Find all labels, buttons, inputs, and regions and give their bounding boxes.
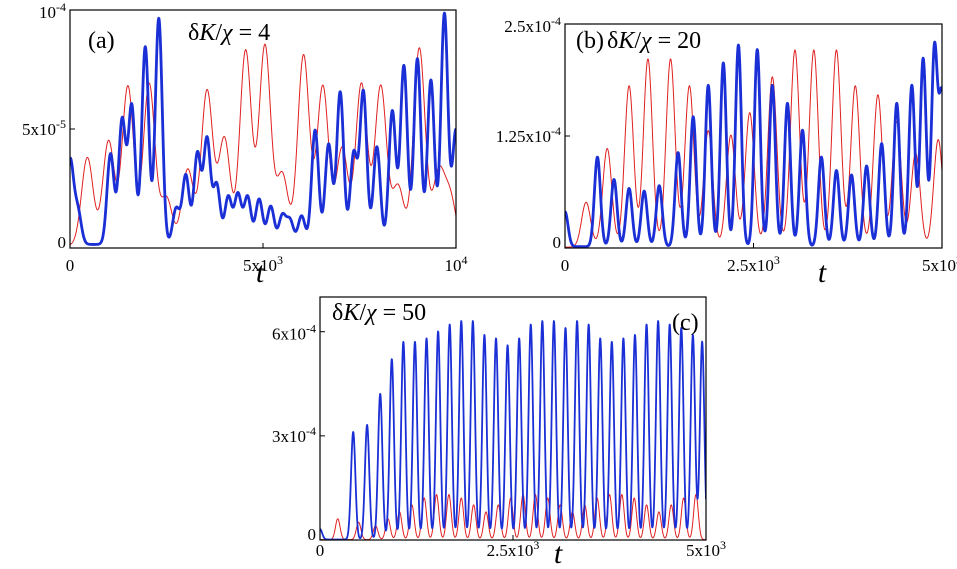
panel-c-annotation-prefix: δ (332, 300, 343, 326)
panel-b-xtick-label: 5x103 (922, 253, 957, 275)
panel-b-annotation-var2: χ (639, 28, 653, 54)
panel-a-ytick-label: 0 (58, 233, 67, 252)
panel-c-annotation-var2: χ (364, 300, 378, 326)
panel-b-annotation: δK/χ = 20 (607, 28, 701, 54)
panel-a-annotation: δK/χ = 4 (188, 20, 270, 46)
panel-a-curves (70, 11, 456, 246)
panel-b-ytick-label: 1.25x10-4 (496, 124, 561, 146)
panel-c-curves (320, 320, 706, 540)
panel-b-ticks: 0 2.5x103 5x103 0 1.25x10-4 2.5x10-4 (496, 14, 957, 275)
panel-a-ytick-label: 5x10-5 (22, 117, 66, 139)
panel-a-annotation-prefix: δ (188, 20, 199, 46)
panel-c-label: (c) (672, 310, 699, 336)
panel-a-xlabel: t (256, 256, 265, 289)
panel-a-xtick-label: 104 (445, 253, 468, 275)
panel-a-ticks: 0 5x103 104 0 5x10-5 10-4 (22, 0, 468, 275)
panel-b-series-blue-line (565, 40, 942, 248)
panel-c-ticks: 0 2.5x103 5x103 0 3x10-4 6x10-4 (272, 322, 726, 560)
panel-a-annotation-rest: = 4 (233, 20, 271, 46)
panel-b-annotation-rest: = 20 (652, 28, 702, 54)
panel-b: 0 2.5x103 5x103 0 1.25x10-4 2.5x10-4 (b) δK/χ… (496, 14, 957, 289)
panel-a-annotation-var1: K (198, 20, 217, 46)
panel-c-annotation-rest: = 50 (377, 300, 427, 326)
panel-c-frame (319, 296, 707, 541)
panel-a-ytick-label: 10-4 (39, 0, 66, 22)
panel-c: 0 2.5x103 5x103 0 3x10-4 6x10-4 (c) δK/χ = 50… (272, 296, 726, 569)
panel-a-frame (69, 9, 457, 249)
panel-a-xtick-label: 0 (66, 256, 75, 275)
panel-b-annotation-slash: / (634, 28, 641, 54)
panel-a-series-blue-line (70, 11, 456, 246)
panel-c-xtick-label: 5x103 (686, 538, 726, 560)
panel-c-xlabel: t (554, 537, 563, 569)
panel-b-curves (565, 40, 942, 248)
panel-b-ytick-label: 0 (553, 233, 562, 252)
panel-c-annotation-var1: K (342, 300, 361, 326)
panel-b-ytick-label: 2.5x10-4 (504, 14, 561, 36)
panel-c-xtick-label: 0 (316, 541, 325, 560)
panel-c-annotation: δK/χ = 50 (332, 300, 426, 326)
panel-a-xtick-label: 5x103 (243, 253, 283, 275)
panel-b-label: (b) (576, 28, 604, 54)
panel-c-ytick-label: 3x10-4 (272, 424, 316, 446)
panel-c-ytick-label: 6x10-4 (272, 322, 316, 344)
panel-c-xtick-label: 2.5x103 (487, 538, 540, 560)
panel-a-annotation-slash: / (215, 20, 222, 46)
panel-a-label: (a) (88, 28, 115, 54)
panel-b-annotation-var1: K (617, 28, 636, 54)
panel-b-xtick-label: 0 (561, 256, 570, 275)
panel-c-series-red-line (320, 494, 706, 540)
panel-b-frame (564, 23, 943, 249)
panel-c-series-blue-line (320, 320, 706, 540)
panel-c-ytick-label: 0 (308, 525, 317, 544)
panel-b-xlabel: t (818, 256, 827, 289)
panel-a: 0 5x103 104 0 5x10-5 10-4 (a) δK/χ = 4 t (22, 0, 468, 289)
panel-c-annotation-slash: / (359, 300, 366, 326)
panel-a-annotation-var2: χ (220, 20, 234, 46)
panel-b-xtick-label: 2.5x103 (727, 253, 780, 275)
panel-b-annotation-prefix: δ (607, 28, 618, 54)
